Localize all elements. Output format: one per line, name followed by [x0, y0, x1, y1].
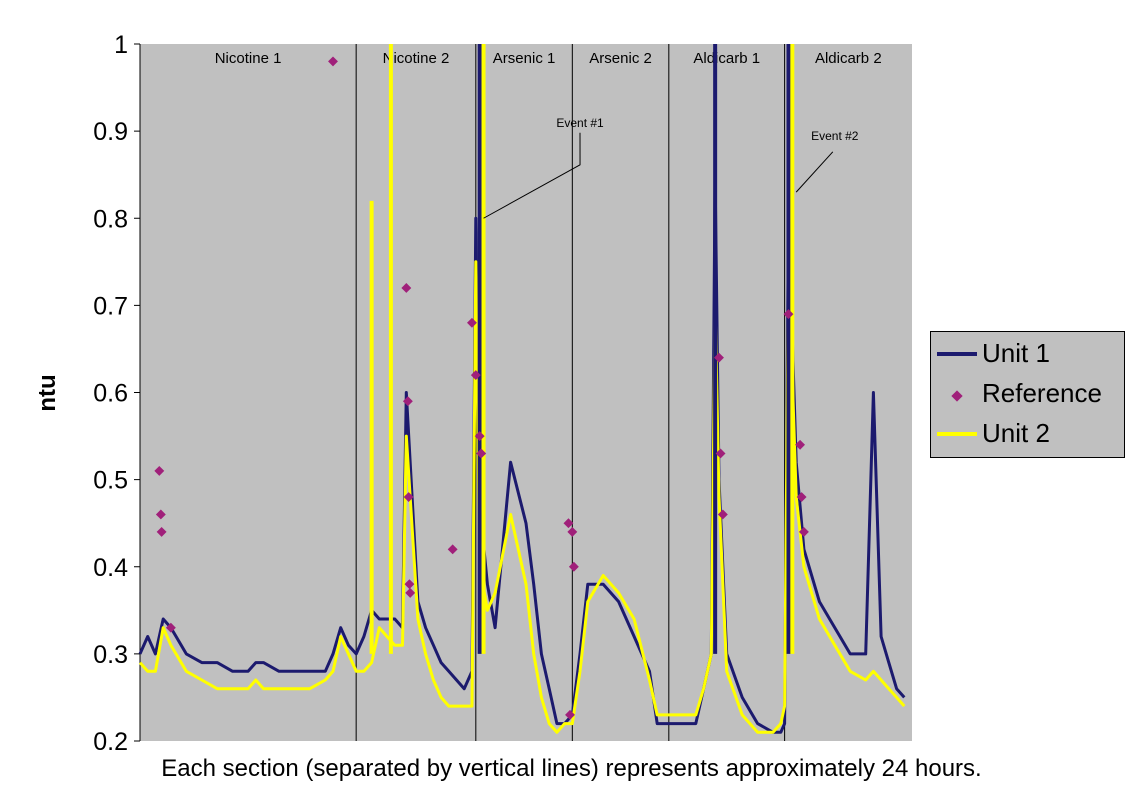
y-tick-label: 0.4	[93, 554, 128, 582]
section-label: Aldicarb 1	[693, 50, 760, 67]
y-tick-label: 0.2	[93, 728, 128, 756]
annotation-label: Event #2	[811, 129, 859, 143]
reference-point	[467, 317, 477, 328]
section-label: Aldicarb 2	[815, 50, 882, 67]
series-line-unit-1	[138, 173, 906, 734]
reference-point	[798, 526, 809, 537]
reference-point	[474, 431, 485, 442]
reference-point	[165, 622, 176, 633]
reference-point	[403, 492, 414, 502]
legend-marker-reference	[951, 390, 963, 402]
reference-point	[447, 544, 458, 555]
series-line-unit-2	[138, 260, 906, 734]
reference-point	[567, 526, 578, 537]
legend-item-unit-2: Unit 2	[931, 412, 1126, 452]
reference-point	[563, 518, 574, 529]
caption: Each section (separated by vertical line…	[161, 755, 982, 782]
reference-point	[404, 579, 415, 590]
legend-swatch-unit-2	[937, 432, 977, 436]
y-tick-label: 0.6	[93, 380, 128, 408]
annotation-leader	[795, 151, 834, 193]
y-tick-label: 0.7	[93, 292, 128, 320]
y-tick-label: 1	[114, 31, 128, 59]
reference-point	[565, 709, 575, 720]
y-tick-label: 0.8	[93, 205, 128, 233]
reference-point	[715, 448, 726, 459]
legend-item-reference: Reference	[931, 372, 1126, 412]
reference-point	[476, 448, 487, 459]
reference-point	[401, 283, 412, 293]
reference-point	[795, 439, 806, 450]
y-tick-label: 0.9	[93, 118, 128, 146]
reference-point	[714, 352, 724, 363]
annotation-leader	[483, 132, 581, 219]
reference-point	[154, 465, 165, 476]
legend: Unit 1 Reference Unit 2	[930, 331, 1125, 458]
legend-item-unit-1: Unit 1	[931, 332, 1126, 372]
y-tick-label: 0.3	[93, 641, 128, 669]
plot-area	[140, 44, 912, 741]
section-label: Nicotine 1	[215, 50, 282, 67]
legend-label: Reference	[982, 378, 1102, 408]
reference-point	[402, 396, 413, 407]
reference-point	[156, 526, 167, 537]
reference-point	[796, 492, 807, 502]
reference-point	[405, 587, 416, 598]
reference-point	[568, 561, 579, 572]
section-label: Arsenic 2	[589, 50, 652, 67]
reference-point	[470, 370, 481, 381]
y-tick-label: 0.5	[93, 467, 128, 495]
annotation-label: Event #1	[556, 116, 604, 130]
reference-point	[783, 309, 794, 320]
legend-swatch-unit-1	[937, 352, 977, 356]
y-axis-label: ntu	[34, 374, 61, 411]
section-label: Arsenic 1	[493, 50, 556, 67]
legend-label: Unit 2	[982, 418, 1050, 448]
legend-label: Unit 1	[982, 338, 1050, 368]
section-label: Nicotine 2	[383, 50, 450, 67]
